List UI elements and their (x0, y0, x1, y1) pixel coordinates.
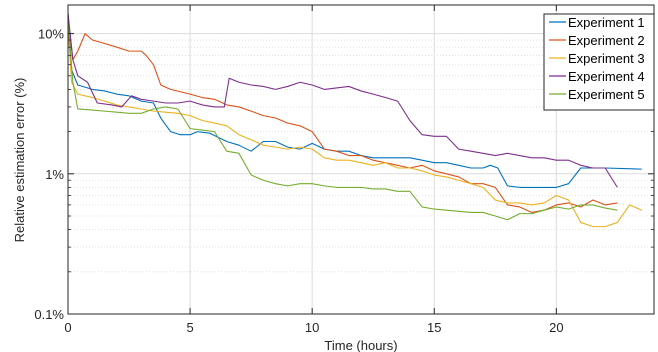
y-axis-label: Relative estimation error (%) (12, 78, 27, 243)
series-line-experiment-5 (67, 22, 618, 221)
series-line-experiment-3 (67, 27, 643, 228)
x-tick-label: 5 (186, 320, 193, 335)
x-tick-label: 20 (549, 320, 563, 335)
series-lines (67, 13, 643, 228)
series-line-experiment-2 (67, 17, 618, 214)
legend-label-experiment-3: Experiment 3 (568, 51, 645, 66)
y-tick-label: 0.1% (34, 307, 64, 322)
plot-frame (67, 4, 655, 315)
tick-labels: 0.1% 1% 10% 0 5 10 15 20 (34, 27, 563, 335)
y-tick-label: 1% (45, 167, 64, 182)
y-tick-label: 10% (38, 27, 64, 42)
legend-label-experiment-2: Experiment 2 (568, 33, 645, 48)
legend: Experiment 1 Experiment 2 Experiment 3 Expe… (543, 13, 655, 111)
legend-label-experiment-5: Experiment 5 (568, 87, 645, 102)
x-tick-label: 15 (427, 320, 441, 335)
legend-label-experiment-1: Experiment 1 (568, 15, 645, 30)
legend-label-experiment-4: Experiment 4 (568, 69, 645, 84)
x-tick-label: 0 (64, 320, 71, 335)
x-tick-label: 10 (305, 320, 319, 335)
series-line-experiment-4 (67, 13, 618, 188)
x-axis-label: Time (hours) (324, 338, 397, 352)
